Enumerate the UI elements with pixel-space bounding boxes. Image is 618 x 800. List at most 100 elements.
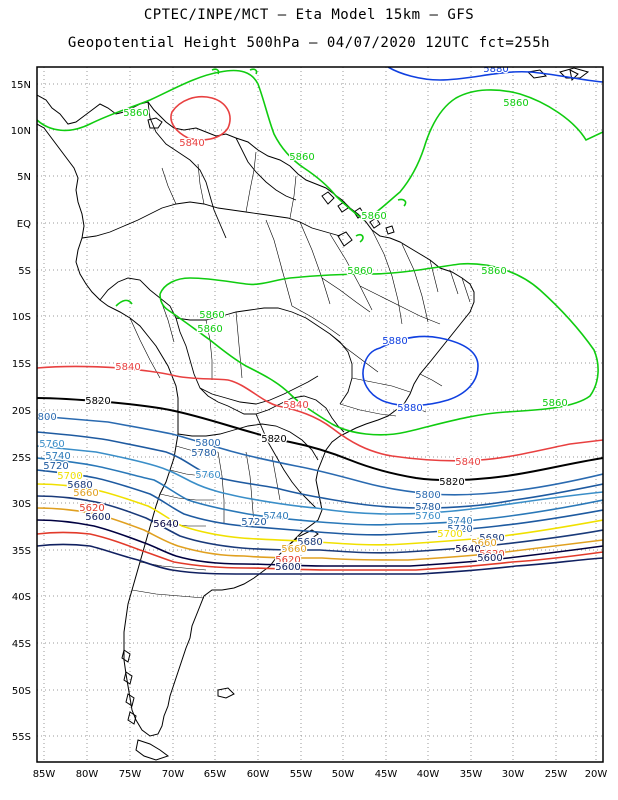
contour-5600 xyxy=(37,543,603,575)
contour-label-5720: 5720 xyxy=(447,524,472,535)
lat-tick-label: 20S xyxy=(12,406,31,417)
contour-label-5680: 5680 xyxy=(67,480,92,491)
map-title: CPTEC/INPE/MCT — Eta Model 15km — GFS xyxy=(143,7,475,23)
lat-tick-label: 45S xyxy=(12,639,31,650)
contour-label-5860: 5860 xyxy=(481,266,506,277)
lat-tick-label: 5S xyxy=(18,266,31,277)
lat-tick-label: 40S xyxy=(12,592,31,603)
contour-5860-islets xyxy=(115,68,407,307)
contour-label-5800: 5800 xyxy=(195,438,220,449)
contour-5720 xyxy=(37,469,603,536)
contour-label-5700: 5700 xyxy=(57,471,82,482)
contour-5780 xyxy=(37,431,603,509)
contour-label-5840: 5840 xyxy=(455,457,480,468)
latitude-axis: 15N 10N 5N EQ 5S 10S 15S 20S 25S 30S 35S 40S 45S 50S 5… xyxy=(11,80,31,743)
contour-label-5760: 5760 xyxy=(195,470,220,481)
lat-tick-label: EQ xyxy=(17,219,31,230)
contour-label-5860: 5860 xyxy=(361,211,386,222)
contour-label-5600: 5600 xyxy=(85,512,110,523)
contour-label-5700: 5700 xyxy=(437,529,462,540)
contour-label-5780: 5780 xyxy=(191,448,216,459)
contour-5740 xyxy=(37,457,603,526)
contour-label-5840: 5840 xyxy=(179,138,204,149)
contour-label-5640: 5640 xyxy=(455,544,480,555)
contour-label-5860: 5860 xyxy=(289,152,314,163)
contour-5880-brazil xyxy=(362,335,479,407)
contour-5680 xyxy=(37,495,603,554)
contour-5660 xyxy=(37,507,603,561)
contour-5840-ven xyxy=(170,96,231,141)
contour-label-5620: 5620 xyxy=(79,503,104,514)
contour-label-5620: 5620 xyxy=(275,555,300,566)
lat-tick-label: 15N xyxy=(11,80,31,91)
contour-label-5860: 5860 xyxy=(123,108,148,119)
contour-label-5860: 5860 xyxy=(199,310,224,321)
contour-label-5680: 5680 xyxy=(479,533,504,544)
contour-5860-south xyxy=(159,262,599,436)
contour-label-5860: 5860 xyxy=(347,266,372,277)
lon-tick-label: 45W xyxy=(375,769,398,780)
contour-label-5780: 5780 xyxy=(415,502,440,513)
lat-tick-label: 30S xyxy=(12,499,31,510)
contour-label-5820: 5820 xyxy=(439,477,464,488)
contour-label-5600: 5600 xyxy=(477,553,502,564)
contour-label-5760: 5760 xyxy=(39,439,64,450)
lon-tick-label: 80W xyxy=(76,769,99,780)
contour-label-5760: 5760 xyxy=(415,511,440,522)
contour-label-5680: 5680 xyxy=(297,537,322,548)
contour-label-5740: 5740 xyxy=(45,451,70,462)
contour-label-5880: 5880 xyxy=(382,336,407,347)
lon-tick-label: 85W xyxy=(33,769,56,780)
contour-5700 xyxy=(37,483,603,546)
contour-label-5740: 5740 xyxy=(447,516,472,527)
lat-tick-label: 35S xyxy=(12,546,31,557)
country-borders xyxy=(81,101,353,509)
contour-label-5820: 5820 xyxy=(85,396,110,407)
contour-label-5640: 5640 xyxy=(153,519,178,530)
contour-5620 xyxy=(37,531,603,571)
contour-label-5720: 5720 xyxy=(43,461,68,472)
contour-label-5840: 5840 xyxy=(283,400,308,411)
coastline xyxy=(37,67,590,761)
contour-5760 xyxy=(37,445,603,515)
map-frame xyxy=(36,66,604,763)
lon-tick-label: 75W xyxy=(119,769,142,780)
lat-tick-label: 10S xyxy=(12,312,31,323)
contour-label-5880: 5880 xyxy=(397,403,422,414)
contour-label-5600: 5600 xyxy=(275,562,300,573)
contour-5800 xyxy=(37,415,603,496)
lat-tick-label: 5N xyxy=(17,172,31,183)
contour-label-5860: 5860 xyxy=(197,324,222,335)
contour-labels: 5880 5860 5860 5840 5860 5860 5860 5860 5860 5860… xyxy=(31,64,569,574)
lat-tick-label: 50S xyxy=(12,686,31,697)
contour-label-5840: 5840 xyxy=(115,362,140,373)
lon-tick-label: 55W xyxy=(290,769,313,780)
lat-tick-label: 55S xyxy=(12,732,31,743)
contour-label-5880: 5880 xyxy=(483,64,508,75)
contour-label-5660: 5660 xyxy=(73,488,98,499)
contour-5840 xyxy=(37,365,603,462)
contour-label-5660: 5660 xyxy=(471,538,496,549)
lon-tick-label: 30W xyxy=(502,769,525,780)
lon-tick-label: 25W xyxy=(545,769,568,780)
longitude-axis: 85W 80W 75W 70W 65W 60W 55W 50W 45W 40W 35W 30W 25W 2… xyxy=(33,769,608,780)
contour-label-5660: 5660 xyxy=(281,544,306,555)
lon-tick-label: 35W xyxy=(460,769,483,780)
contour-label-5800: 5800 xyxy=(31,412,56,423)
lon-tick-label: 50W xyxy=(332,769,355,780)
lon-tick-label: 70W xyxy=(162,769,185,780)
contour-5860-north xyxy=(37,69,603,221)
map-subtitle: Geopotential Height 500hPa — 04/07/2020 … xyxy=(67,35,551,51)
contour-label-5860: 5860 xyxy=(542,398,567,409)
contour-label-5820: 5820 xyxy=(261,434,286,445)
lon-tick-label: 20W xyxy=(585,769,608,780)
contour-5640 xyxy=(37,519,603,567)
contour-5880-north xyxy=(387,67,603,83)
lat-tick-label: 15S xyxy=(12,359,31,370)
lat-tick-label: 10N xyxy=(11,126,31,137)
contour-label-5720: 5720 xyxy=(241,517,266,528)
contour-label-5800: 5800 xyxy=(415,490,440,501)
contour-label-5860: 5860 xyxy=(503,98,528,109)
lon-tick-label: 65W xyxy=(204,769,227,780)
contour-label-5740: 5740 xyxy=(263,511,288,522)
